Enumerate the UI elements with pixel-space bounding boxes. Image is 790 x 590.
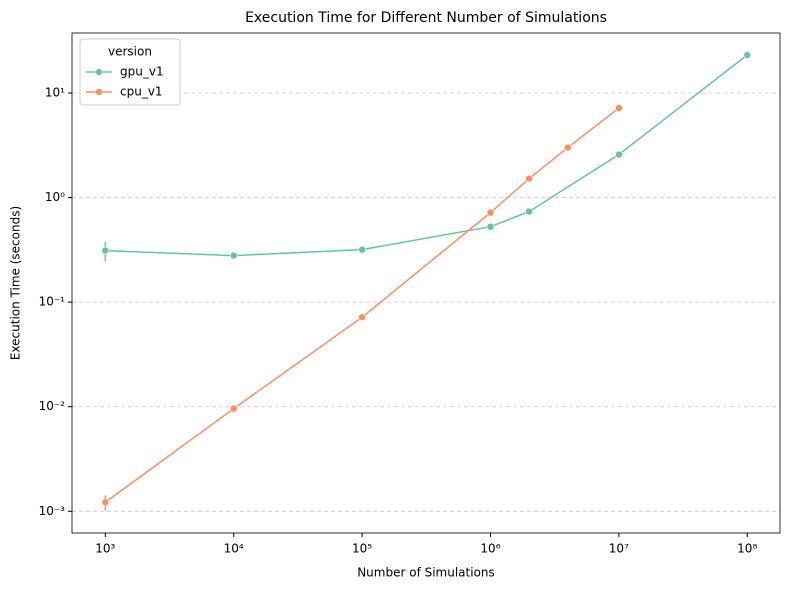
series-line — [105, 54, 748, 257]
data-point — [525, 174, 533, 183]
legend-label: cpu_v1 — [120, 85, 163, 99]
y-tick-label: 10⁰ — [45, 190, 65, 204]
x-tick-label: 10⁷ — [609, 542, 629, 556]
data-point — [525, 207, 533, 216]
legend-title: version — [108, 45, 152, 59]
x-axis-label: Number of Simulations — [357, 566, 495, 580]
x-tick-label: 10⁵ — [352, 542, 372, 556]
legend-marker — [95, 68, 103, 76]
data-point — [615, 150, 623, 159]
y-tick-label: 10¹ — [45, 86, 65, 100]
data-point — [486, 222, 495, 231]
legend-box — [79, 38, 181, 106]
x-tick-label: 10³ — [95, 542, 115, 556]
x-tick-label: 10⁸ — [737, 542, 757, 556]
data-point — [486, 208, 495, 217]
x-tick-label: 10⁶ — [480, 542, 500, 556]
data-point — [229, 404, 238, 413]
data-point — [615, 104, 623, 112]
y-tick-label: 10⁻² — [39, 399, 66, 413]
data-point — [743, 51, 752, 59]
y-axis-label: Execution Time (seconds) — [9, 206, 23, 360]
data-point — [358, 245, 366, 254]
data-point — [101, 498, 110, 507]
chart-title: Execution Time for Different Number of S… — [245, 10, 607, 26]
data-point — [101, 246, 110, 255]
y-tick-label: 10⁻¹ — [39, 295, 66, 309]
legend-label: gpu_v1 — [120, 65, 164, 79]
y-tick-label: 10⁻³ — [39, 504, 66, 518]
data-point — [563, 143, 572, 152]
legend-marker — [95, 88, 103, 96]
plot-frame — [71, 32, 781, 534]
data-point — [229, 251, 238, 260]
x-tick-label: 10⁴ — [224, 542, 244, 556]
data-point — [358, 313, 366, 322]
series-line — [104, 107, 620, 503]
